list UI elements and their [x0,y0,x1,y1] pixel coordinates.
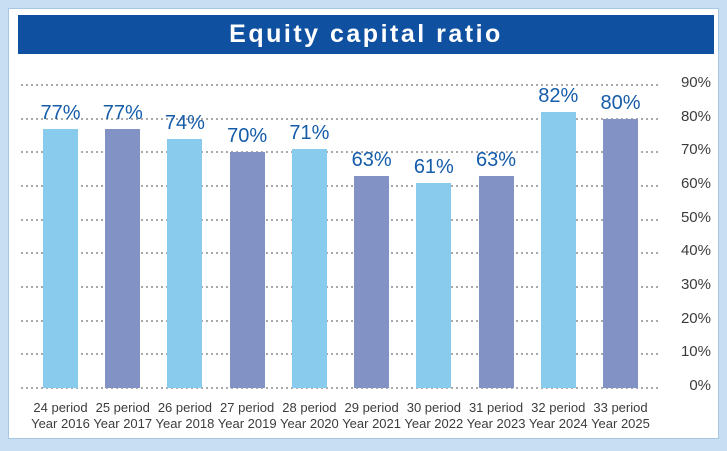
chart-panel: Equity capital ratio 0% 10% 20% 30% 40% 50% 60… [8,8,719,439]
x-tick-year: Year 2018 [155,416,215,431]
y-axis-tick-label: 30% [680,276,711,293]
bar [354,175,390,388]
gridline [21,117,661,120]
gridline [21,151,661,154]
gridline [21,218,661,221]
bar [291,148,327,388]
x-tick-period: 31 period [468,400,524,415]
y-axis-tick-label: 90% [680,74,711,91]
x-axis-tick-label: 31 period Year 2023 [460,400,532,432]
x-tick-period: 32 period [531,400,586,415]
gridline [21,319,661,322]
bar [602,118,638,388]
bar-value-label: 63% [476,148,517,171]
x-tick-year: Year 2020 [279,416,339,431]
bar [540,111,576,388]
bar-value-label: 77% [102,101,143,124]
gridline [21,353,661,356]
y-axis-tick-label: 50% [680,208,711,226]
plot-area: 0% 10% 20% 30% 40% 50% 60% 70% 80% 90% 77% 24 perio… [9,9,718,438]
x-axis-tick-label: 32 period Year 2024 [522,400,594,432]
y-axis-tick-label: 60% [680,175,711,192]
bar-value-label: 80% [600,91,641,114]
bar [229,152,265,388]
x-tick-period: 25 period [95,400,150,415]
bar [416,182,452,388]
x-tick-year: Year 2024 [528,416,588,431]
bar-value-label: 71% [289,121,330,144]
y-axis-tick-label: 70% [680,141,711,159]
x-axis-tick-label: 27 period Year 2019 [211,400,283,432]
x-tick-period: 30 period [406,400,461,415]
bar-value-label: 74% [164,111,205,134]
bar-value-label: 61% [413,155,454,178]
chart-title: Equity capital ratio [18,15,714,54]
bar [478,175,514,388]
x-axis-tick-label: 26 period Year 2018 [149,400,221,432]
bar [43,128,78,388]
x-axis-tick-label: 24 period Year 2016 [24,400,96,432]
bar-value-label: 70% [227,125,268,148]
x-axis-tick-label: 33 period Year 2025 [584,400,656,432]
x-axis-tick-label: 29 period Year 2021 [336,400,408,432]
x-tick-period: 24 period [33,400,88,415]
x-axis-tick-label: 25 period Year 2017 [87,400,159,432]
x-tick-period: 29 period [344,400,399,415]
x-tick-period: 28 period [282,400,337,415]
gridline [21,84,661,86]
x-tick-year: Year 2023 [466,416,526,431]
y-axis-tick-label: 0% [689,377,711,394]
bar [167,138,203,388]
bar [105,128,141,388]
gridline [21,185,661,187]
x-tick-period: 27 period [220,400,275,415]
x-tick-year: Year 2019 [217,416,277,431]
x-axis-tick-label: 28 period Year 2020 [273,400,345,432]
x-tick-year: Year 2016 [31,416,90,431]
bar-value-label: 82% [538,84,579,107]
x-axis-tick-label: 30 period Year 2022 [398,400,470,432]
gridline [21,252,661,255]
gridline [21,387,661,389]
x-tick-year: Year 2021 [342,416,402,431]
x-tick-year: Year 2017 [93,416,153,431]
y-axis-tick-label: 20% [680,309,711,327]
bar-value-label: 63% [351,148,392,171]
y-axis-tick-label: 10% [680,343,711,361]
gridline [21,286,661,288]
x-tick-period: 33 period [593,400,648,415]
bar-value-label: 77% [40,101,81,124]
x-tick-period: 26 period [157,400,213,415]
y-axis-tick-label: 80% [680,107,711,125]
x-tick-year: Year 2022 [404,416,464,431]
x-tick-year: Year 2025 [591,416,650,431]
y-axis-tick-label: 40% [680,242,711,260]
